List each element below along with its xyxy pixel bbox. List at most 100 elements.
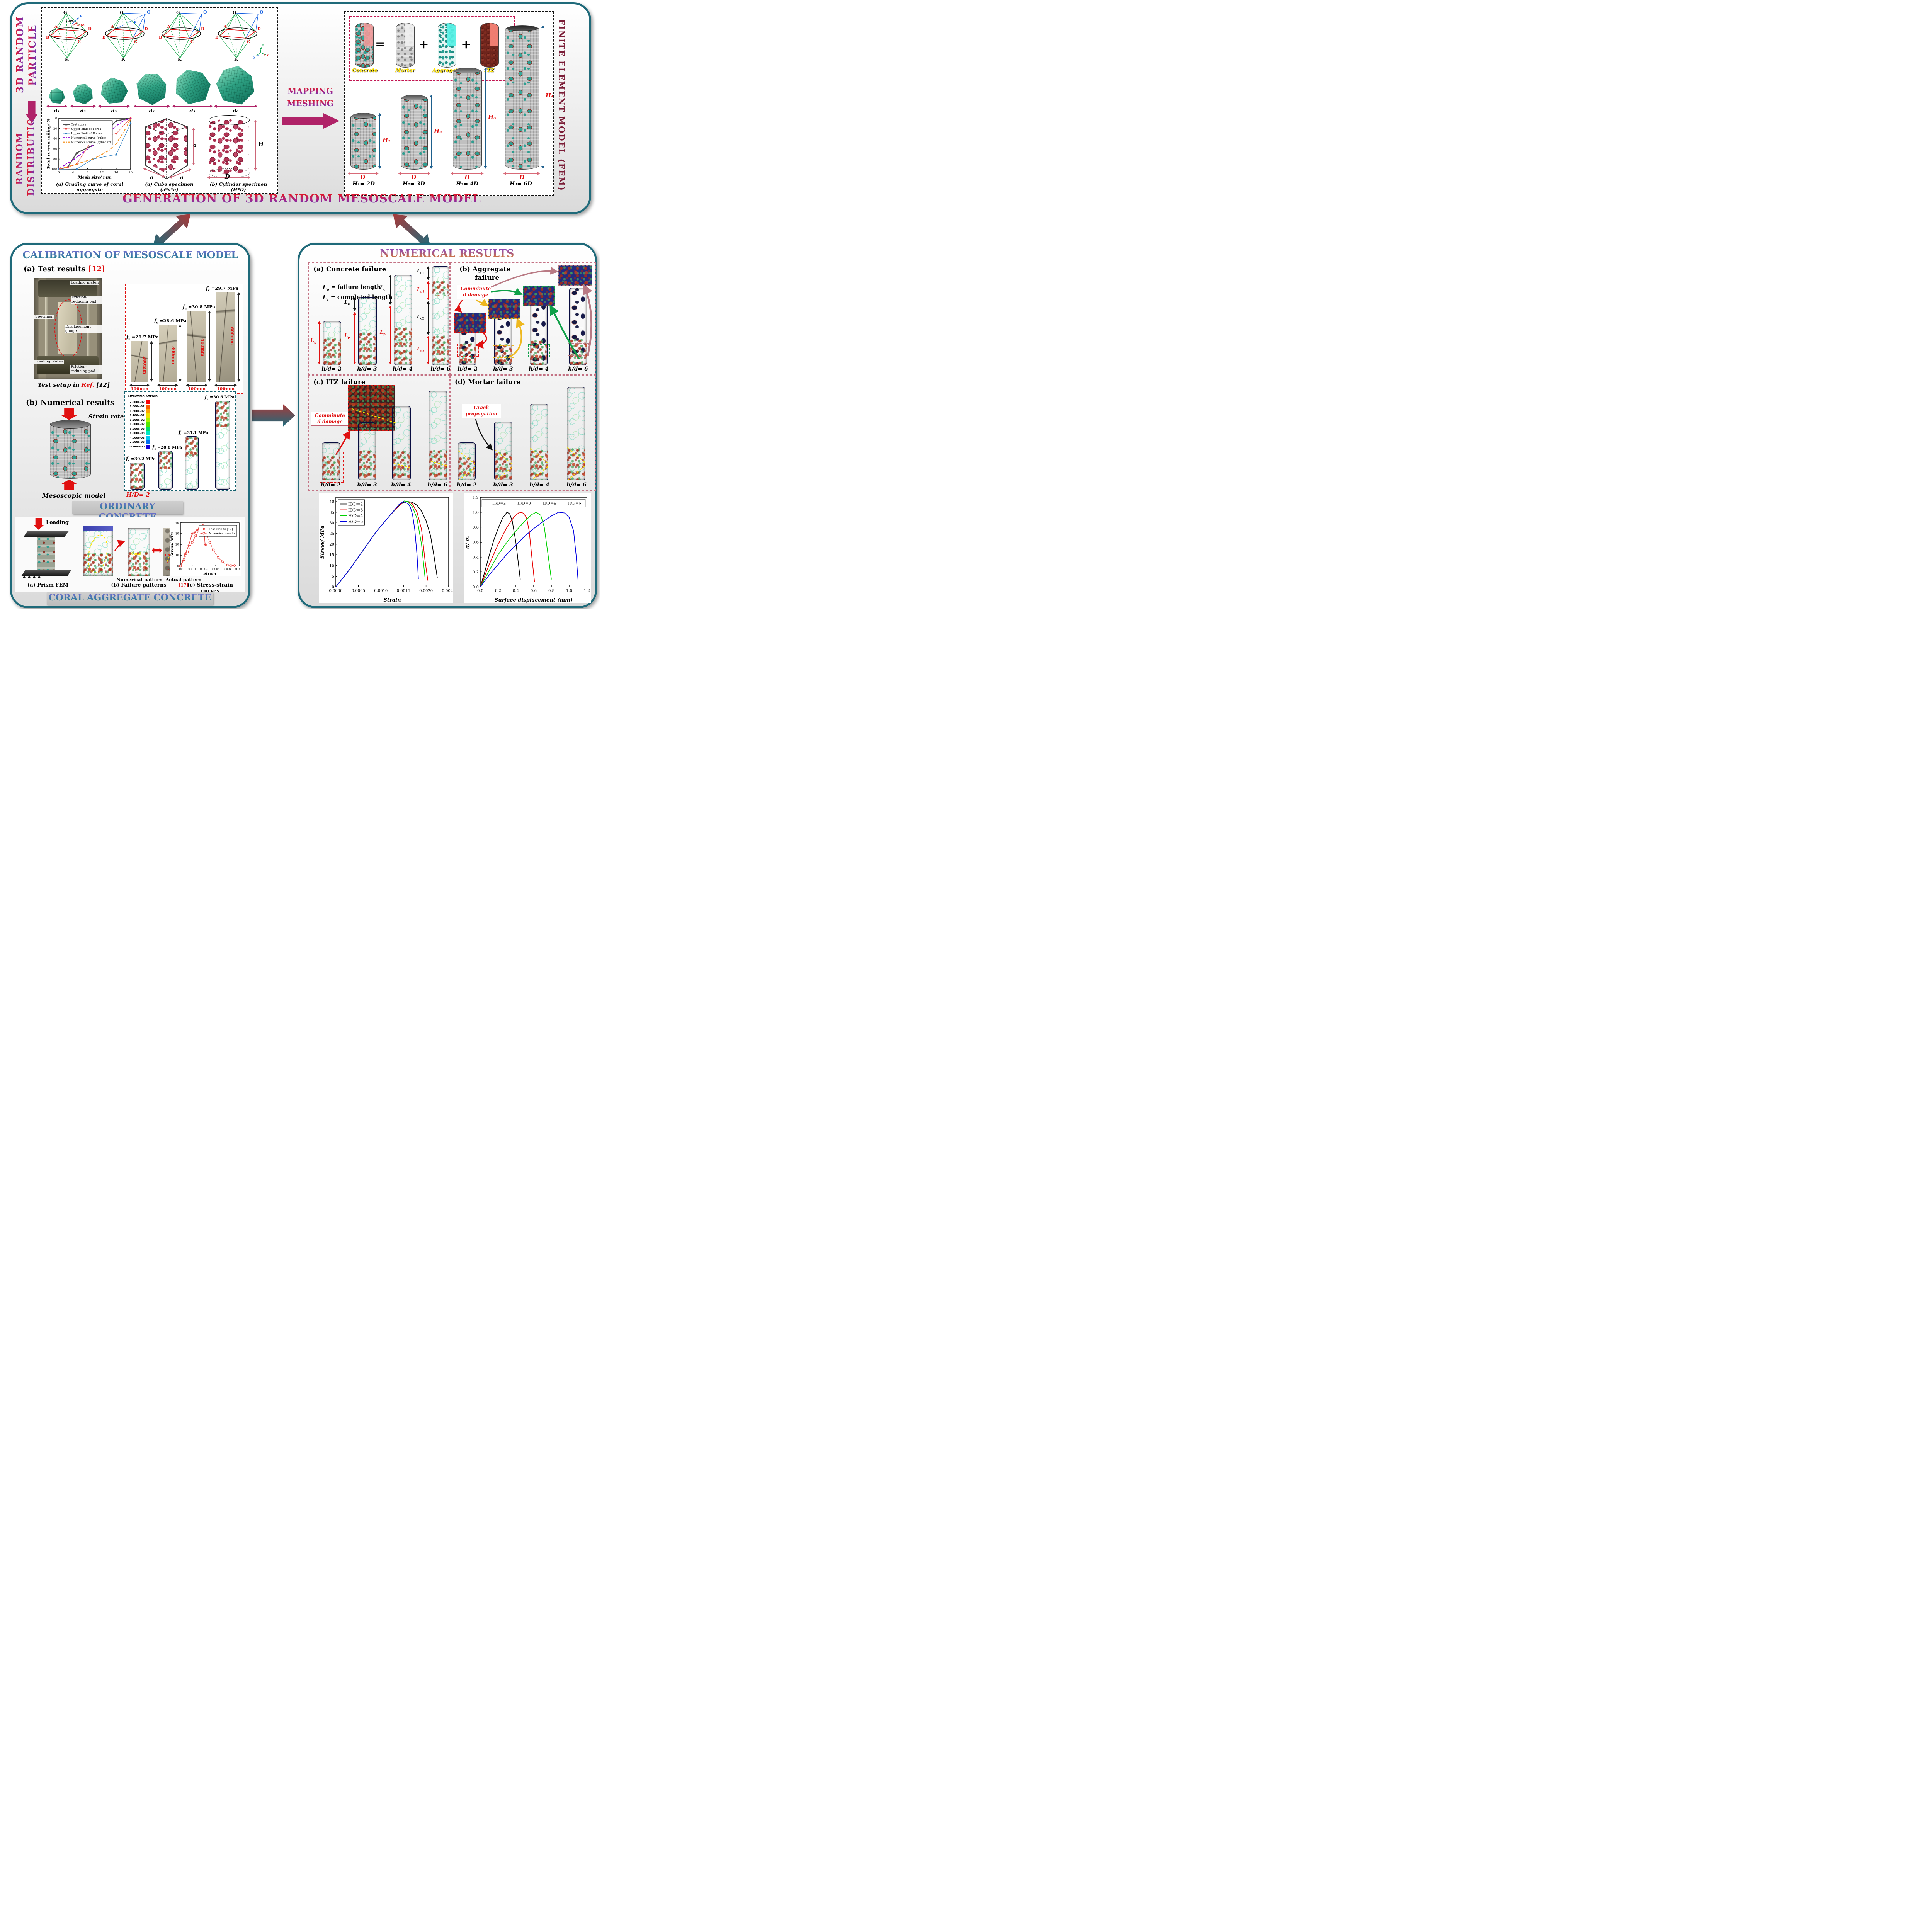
pattern-compare-arrow <box>152 548 162 553</box>
h2-label: H₂ <box>434 128 442 134</box>
octahedron-diagram-4: G K A B C D Q x y z <box>215 10 269 61</box>
mapping-arrow-icon <box>282 113 340 129</box>
fc-num-2: fc =28.8 MPa <box>152 444 182 451</box>
test-specimen-photo-3 <box>187 311 206 382</box>
hd3-label: h/d= 3 <box>493 366 513 372</box>
fc-test-3: fc =30.8 MPa <box>183 304 215 311</box>
test-results-ref: [12] <box>88 265 105 273</box>
lc-arrow-hd4 <box>388 275 392 305</box>
vertex-a: A <box>54 25 58 29</box>
failure-block-3d <box>83 526 113 576</box>
vertex-g: G <box>120 10 123 15</box>
fc-test-1: fc =29.7 MPa <box>126 334 159 341</box>
spec3-height: 400mm <box>200 338 205 357</box>
prism-bottom-slab <box>21 570 71 576</box>
dim-arrow-d1 <box>46 104 67 108</box>
aggregate-cyl-hd4 <box>530 296 548 365</box>
num-specimen-4 <box>215 401 230 490</box>
vector-v: v <box>80 14 82 18</box>
cylinder-specimen: H D <box>202 114 273 180</box>
caption-pre: Test setup in <box>37 381 82 388</box>
grading-caption: (a) Grading curve of coral aggregate <box>56 182 124 192</box>
cube-edges <box>145 118 188 179</box>
fc-num-1: fc =30.2 MPa <box>126 456 156 463</box>
vertex-p: P <box>134 21 137 25</box>
coral-loading-label: Loading <box>46 520 69 526</box>
coral-block: Loading ▲▲▲▲ (a) Prism FEM Coral Coral N… <box>15 517 245 594</box>
block-damage <box>83 553 113 576</box>
spec1-w-arrow <box>129 383 150 387</box>
cylinder-top-ellipse <box>209 115 250 125</box>
itz-cyl-hd6 <box>429 391 447 480</box>
mortar-cyl-hd3 <box>494 422 512 480</box>
prism-supports: ▲▲▲▲ <box>23 575 43 578</box>
failure-patterns-caption: (b) Failure patterns <box>111 582 167 588</box>
test-specimens-box: fc =29.7 MPa 200mm 100mm fc =28.6 MPa 30… <box>125 284 243 394</box>
aggregate-failure-quadrant: (b) Aggregate failure Comminute d damage … <box>450 262 596 375</box>
spec3-h-arrow <box>207 311 211 382</box>
colorbar-row: 4.000e-03 <box>127 435 150 440</box>
vertex-a: A <box>111 25 114 29</box>
cylinder-h-label: H <box>258 141 264 148</box>
h1-arrow <box>378 113 382 169</box>
calibration-title: CALIBRATION OF MESOSCALE MODEL <box>17 249 243 260</box>
dim-arrow-d2 <box>70 104 96 108</box>
fem-cylinder-h3 <box>453 68 482 170</box>
lp-label-hd3: Lp <box>344 333 350 339</box>
itz-cylinder <box>480 23 499 68</box>
vertex-c: C <box>78 40 81 44</box>
particle-label-d1: d₁ <box>54 108 60 114</box>
cube-dim-right: a <box>180 175 184 181</box>
vertex-g: G <box>233 10 236 15</box>
red-curved-arrow <box>114 540 126 551</box>
fem-cylinder-h2 <box>401 95 428 170</box>
vertex-k: K <box>234 57 238 61</box>
crack-propagation-note: Crack propagation <box>462 404 501 418</box>
fc-test-2: fc =28.6 MPa <box>154 318 187 325</box>
label-random: RANDOM <box>14 126 25 191</box>
mortar-cyl-hd2 <box>458 442 476 480</box>
h4-label: H₄ <box>546 92 554 99</box>
vertex-a: A <box>223 25 227 29</box>
numerical-pattern-2d: Coral <box>128 528 150 576</box>
vertex-k: K <box>121 57 125 61</box>
h4-arrow <box>541 25 545 169</box>
ordinary-concrete-banner: ORDINARY CONCRETE <box>72 501 183 522</box>
mortar-cyl-hd4 <box>530 404 548 480</box>
coral-aggregate-label: CORAL AGGREGATE CONCRETE <box>48 592 211 603</box>
vertex-d: D <box>201 27 204 31</box>
particle-d4 <box>131 68 172 109</box>
prism-column <box>37 537 55 570</box>
loading-arrow-up-icon <box>61 480 77 490</box>
effective-strain-colorbar: 2.000e-02 1.800e-02 1.600e-02 1.400e-02 … <box>127 400 150 449</box>
spec4-w-arrow <box>214 383 237 387</box>
itz-cyl-hd2 <box>322 442 340 480</box>
mapping-label: MAPPING <box>280 86 340 96</box>
h1-eq: H₁= 2D <box>352 181 375 187</box>
equals-sign: = <box>375 37 385 51</box>
dim-arrow-d4 <box>134 104 170 108</box>
lc2-arrow <box>426 301 430 335</box>
spec1-height: 200mm <box>142 356 147 374</box>
colorbar-row: 1.200e-02 <box>127 418 150 422</box>
dim-arrow-d3 <box>98 104 130 108</box>
particle-d5 <box>170 64 214 108</box>
hd2-label: h/d= 2 <box>321 482 341 488</box>
damage-zone <box>216 401 230 428</box>
aggregate-failure-heading-1: (b) Aggregate <box>459 265 511 273</box>
h1-label: H₁ <box>383 137 391 144</box>
connector-arrow-center <box>252 404 295 427</box>
lp2-arrow <box>426 336 430 364</box>
colorbar-row: 0.000e+00 <box>127 444 150 449</box>
test-specimen-photo-2 <box>159 325 177 382</box>
results-title: NUMERICAL RESULTS <box>350 248 544 260</box>
d3-label: D <box>464 174 470 181</box>
octahedron-diagram-3: G K A B C D Q <box>159 10 207 61</box>
coral-highlight-circle <box>133 559 143 571</box>
vertex-c: C <box>190 40 194 44</box>
colorbar-title: Effective Strain <box>128 395 158 398</box>
concrete-cyl-hd2 <box>323 321 341 365</box>
prism-top-slab <box>24 531 69 537</box>
spec4-height: 600mm <box>230 327 235 345</box>
cylinder-d-arrow <box>207 175 250 179</box>
